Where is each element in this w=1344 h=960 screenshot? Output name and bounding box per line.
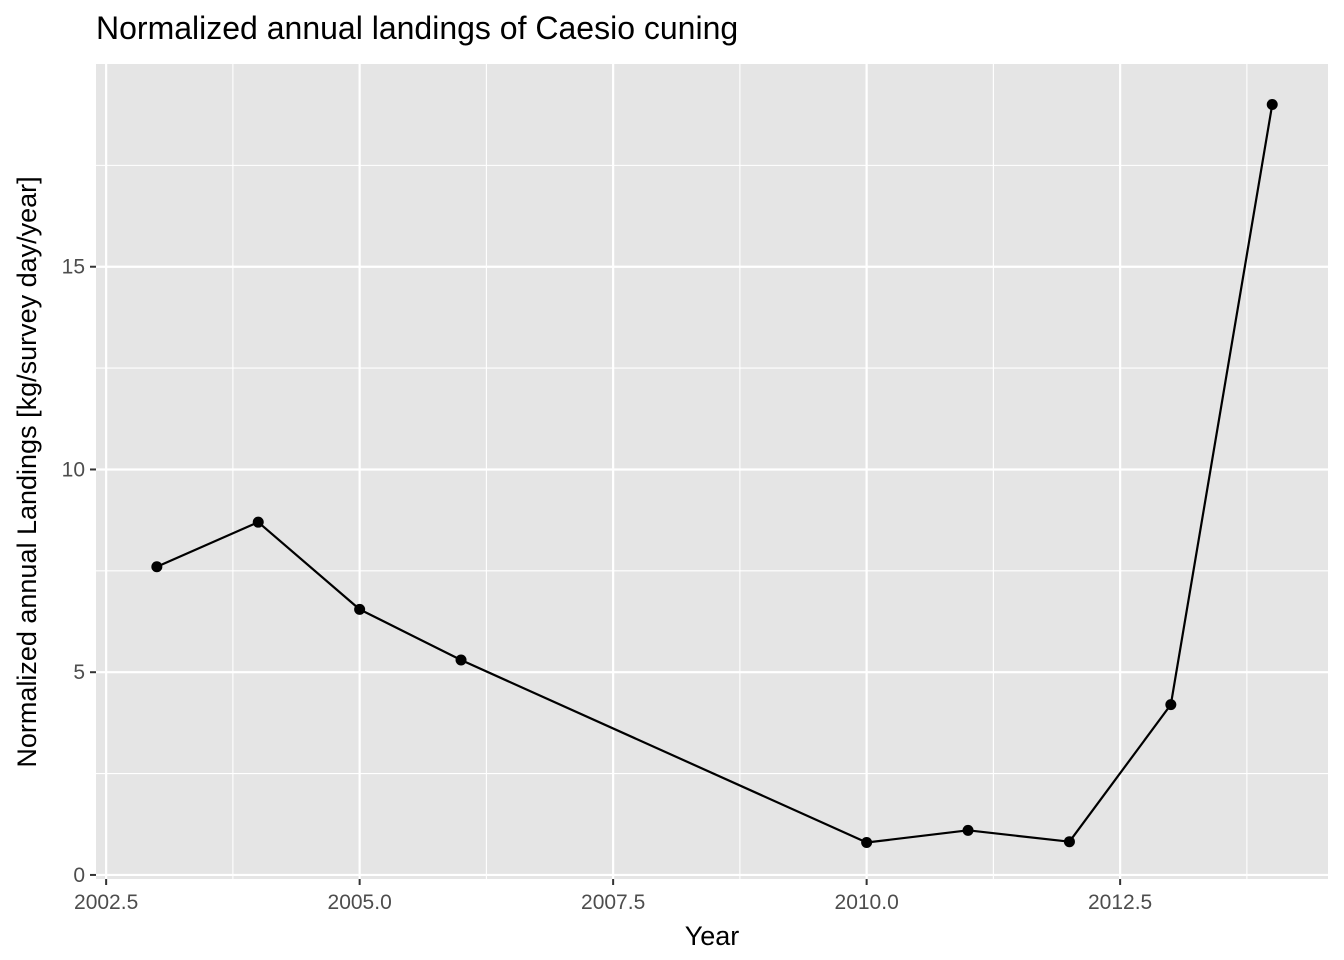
x-tick-label-4: 2012.5: [1088, 891, 1152, 914]
y-tick-label-1: 5: [73, 661, 85, 684]
data-point-2011: [962, 824, 974, 836]
x-tick-label-1: 2005.0: [328, 891, 392, 914]
y-tick-labels: 0 5 10 15: [62, 256, 85, 887]
data-point-2005: [354, 603, 366, 615]
x-tick-label-2: 2007.5: [581, 891, 645, 914]
axis-ticks: [90, 265, 1122, 885]
chart-title: Normalized annual landings of Caesio cun…: [96, 10, 738, 46]
data-point-2004: [252, 516, 264, 528]
x-axis-title: Year: [685, 921, 740, 951]
data-point-2006: [455, 654, 467, 666]
x-tick-label-0: 2002.5: [74, 891, 138, 914]
series-points: [151, 99, 1278, 849]
y-tick-label-0: 0: [73, 864, 85, 887]
y-tick-label-2: 10: [62, 458, 85, 481]
x-tick-labels: 2002.5 2005.0 2007.5 2010.0 2012.5: [74, 891, 1152, 914]
major-gridlines: [96, 64, 1328, 879]
y-axis-title: Normalized annual Landings [kg/survey da…: [12, 176, 42, 767]
data-point-2014: [1266, 99, 1278, 111]
data-point-2013: [1165, 699, 1177, 711]
data-point-2012: [1063, 836, 1075, 848]
y-tick-label-3: 15: [62, 256, 85, 279]
plot-panel: [96, 64, 1328, 879]
x-tick-label-3: 2010.0: [835, 891, 899, 914]
data-point-2010: [861, 837, 873, 849]
data-point-2003: [151, 561, 163, 573]
